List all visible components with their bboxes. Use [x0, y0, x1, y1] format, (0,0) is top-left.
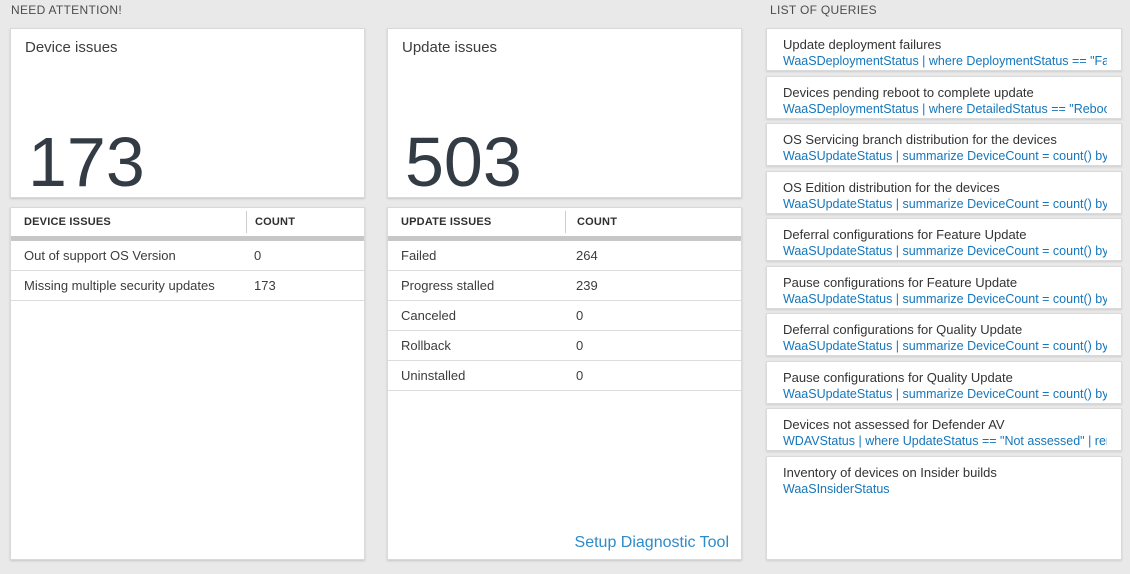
- row-label: Out of support OS Version: [24, 248, 176, 263]
- query-link[interactable]: WDAVStatus | where UpdateStatus == "Not …: [783, 434, 1107, 448]
- update-issues-count: 503: [405, 123, 522, 201]
- query-link[interactable]: WaaSUpdateStatus | summarize DeviceCount…: [783, 339, 1107, 353]
- column-header-count: COUNT: [255, 216, 296, 228]
- column-header-update-issues: UPDATE ISSUES: [401, 216, 492, 228]
- need-attention-heading: NEED ATTENTION!: [11, 3, 122, 17]
- query-list-item[interactable]: Inventory of devices on Insider builds W…: [766, 456, 1122, 560]
- query-list-item[interactable]: Pause configurations for Quality Update …: [766, 361, 1122, 404]
- query-list-item[interactable]: Devices not assessed for Defender AV WDA…: [766, 408, 1122, 451]
- row-count: 173: [254, 278, 276, 293]
- row-count: 0: [576, 308, 584, 323]
- query-link[interactable]: WaaSDeploymentStatus | where DeploymentS…: [783, 54, 1107, 68]
- query-title: Devices pending reboot to complete updat…: [783, 85, 1034, 100]
- row-label: Canceled: [401, 308, 456, 323]
- table-row[interactable]: Out of support OS Version 0: [11, 241, 364, 271]
- query-list-item[interactable]: OS Servicing branch distribution for the…: [766, 123, 1122, 166]
- query-link[interactable]: WaaSUpdateStatus | summarize DeviceCount…: [783, 197, 1107, 211]
- row-label: Progress stalled: [401, 278, 495, 293]
- query-title: Update deployment failures: [783, 37, 942, 52]
- query-title: Devices not assessed for Defender AV: [783, 417, 1005, 432]
- column-divider: [246, 211, 247, 233]
- device-issues-count: 173: [28, 123, 145, 201]
- table-scrollbar[interactable]: [388, 236, 741, 241]
- list-of-queries-heading: LIST OF QUERIES: [770, 3, 877, 17]
- query-link[interactable]: WaaSUpdateStatus | summarize DeviceCount…: [783, 244, 1107, 258]
- update-issues-title: Update issues: [402, 39, 498, 56]
- table-row[interactable]: Failed 264: [388, 241, 741, 271]
- update-issues-table: UPDATE ISSUES COUNT Failed 264 Progress …: [387, 207, 742, 560]
- row-label: Uninstalled: [401, 368, 466, 383]
- row-label: Missing multiple security updates: [24, 278, 215, 293]
- query-list-item[interactable]: Pause configurations for Feature Update …: [766, 266, 1122, 309]
- query-link[interactable]: WaaSDeploymentStatus | where DetailedSta…: [783, 102, 1107, 116]
- query-title: Inventory of devices on Insider builds: [783, 465, 997, 480]
- query-list-item[interactable]: OS Edition distribution for the devices …: [766, 171, 1122, 214]
- query-title: Pause configurations for Quality Update: [783, 370, 1013, 385]
- query-link[interactable]: WaaSUpdateStatus | summarize DeviceCount…: [783, 149, 1107, 163]
- column-header-device-issues: DEVICE ISSUES: [24, 216, 111, 228]
- query-list-item[interactable]: Deferral configurations for Feature Upda…: [766, 218, 1122, 261]
- query-link[interactable]: WaaSInsiderStatus: [783, 482, 890, 496]
- row-count: 0: [576, 368, 584, 383]
- update-issues-table-header: UPDATE ISSUES COUNT: [388, 208, 741, 236]
- query-title: OS Edition distribution for the devices: [783, 180, 1000, 195]
- update-issues-tile[interactable]: Update issues 503: [387, 28, 742, 198]
- query-title: Deferral configurations for Feature Upda…: [783, 227, 1027, 242]
- query-list-item[interactable]: Deferral configurations for Quality Upda…: [766, 313, 1122, 356]
- table-scrollbar[interactable]: [11, 236, 364, 241]
- column-divider: [565, 211, 566, 233]
- device-issues-title: Device issues: [25, 39, 118, 56]
- row-label: Rollback: [401, 338, 451, 353]
- device-issues-table-header: DEVICE ISSUES COUNT: [11, 208, 364, 236]
- row-count: 0: [254, 248, 262, 263]
- query-list-item[interactable]: Update deployment failures WaaSDeploymen…: [766, 28, 1122, 71]
- query-list-item[interactable]: Devices pending reboot to complete updat…: [766, 76, 1122, 119]
- table-row[interactable]: Missing multiple security updates 173: [11, 271, 364, 301]
- table-row[interactable]: Canceled 0: [388, 301, 741, 331]
- query-link[interactable]: WaaSUpdateStatus | summarize DeviceCount…: [783, 292, 1107, 306]
- device-issues-table: DEVICE ISSUES COUNT Out of support OS Ve…: [10, 207, 365, 560]
- setup-diagnostic-tool-link[interactable]: Setup Diagnostic Tool: [574, 534, 729, 551]
- table-row[interactable]: Uninstalled 0: [388, 361, 741, 391]
- query-link[interactable]: WaaSUpdateStatus | summarize DeviceCount…: [783, 387, 1107, 401]
- query-title: Pause configurations for Feature Update: [783, 275, 1018, 290]
- column-header-count: COUNT: [577, 216, 618, 228]
- row-count: 264: [576, 248, 598, 263]
- query-title: Deferral configurations for Quality Upda…: [783, 322, 1023, 337]
- row-count: 239: [576, 278, 598, 293]
- query-title: OS Servicing branch distribution for the…: [783, 132, 1057, 147]
- device-issues-tile[interactable]: Device issues 173: [10, 28, 365, 198]
- row-label: Failed: [401, 248, 437, 263]
- table-row[interactable]: Rollback 0: [388, 331, 741, 361]
- row-count: 0: [576, 338, 584, 353]
- table-row[interactable]: Progress stalled 239: [388, 271, 741, 301]
